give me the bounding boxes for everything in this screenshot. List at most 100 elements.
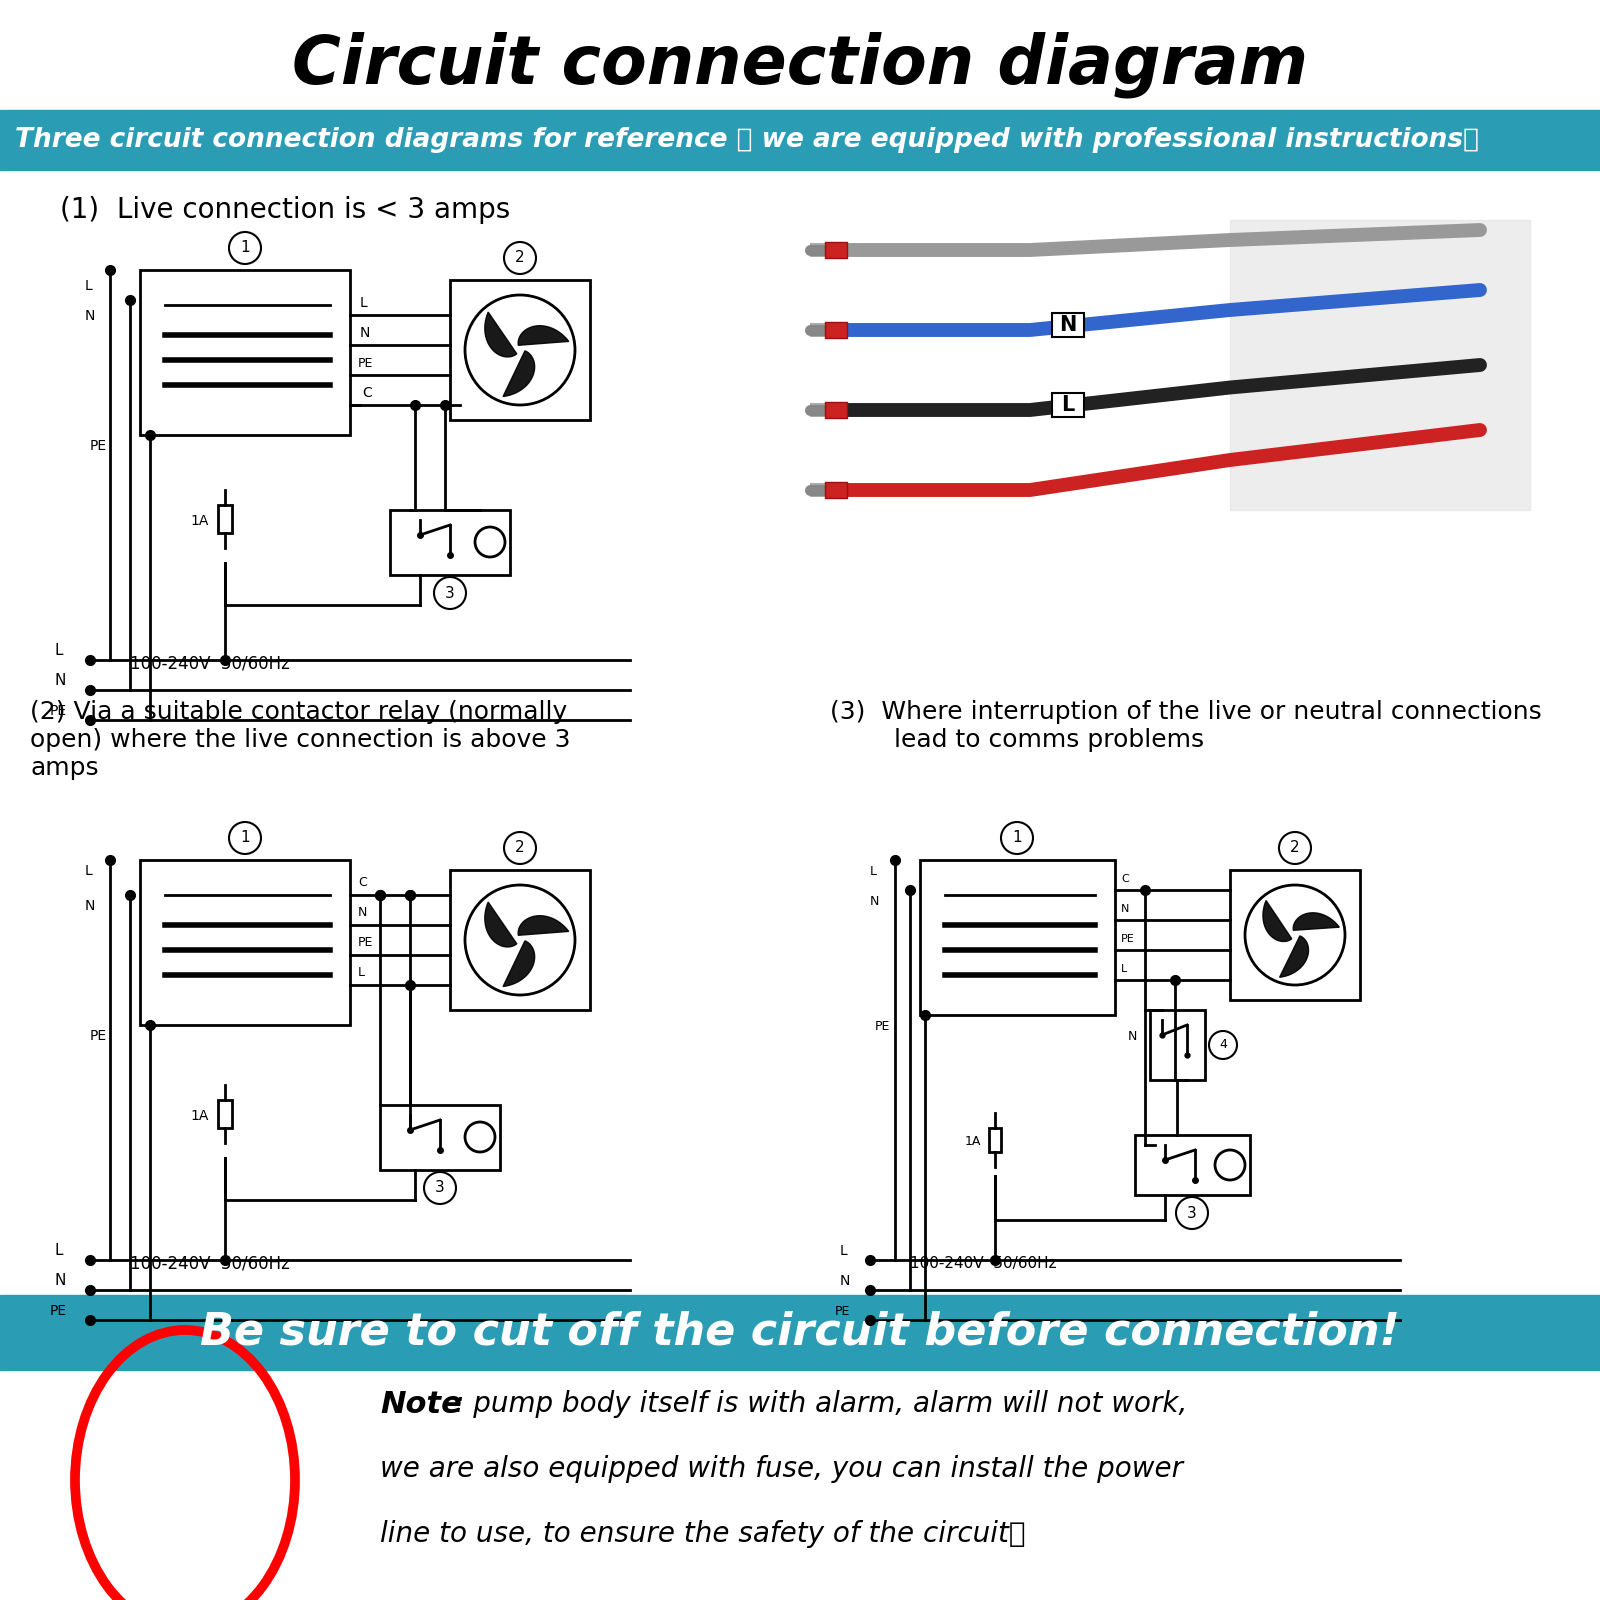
Text: L: L <box>360 296 368 310</box>
Text: L: L <box>358 966 365 979</box>
Text: 2: 2 <box>515 840 525 856</box>
Polygon shape <box>1230 219 1530 510</box>
Text: N: N <box>358 906 368 918</box>
Text: : pump body itself is with alarm, alarm will not work,: : pump body itself is with alarm, alarm … <box>454 1390 1187 1418</box>
Text: PE: PE <box>835 1306 850 1318</box>
Text: (2) Via a suitable contactor relay (normally
open) where the live connection is : (2) Via a suitable contactor relay (norm… <box>30 701 571 779</box>
Text: N: N <box>85 899 96 914</box>
Text: PE: PE <box>90 1029 107 1043</box>
Circle shape <box>1214 1150 1245 1181</box>
Text: L: L <box>85 278 93 293</box>
Text: N: N <box>840 1274 850 1288</box>
Text: PE: PE <box>358 357 373 370</box>
Circle shape <box>504 832 536 864</box>
Circle shape <box>466 1122 494 1152</box>
Bar <box>381 1106 499 1170</box>
Bar <box>450 870 590 1010</box>
Text: PE: PE <box>875 1021 890 1034</box>
Text: 1: 1 <box>1013 830 1022 845</box>
Polygon shape <box>502 941 534 987</box>
Bar <box>1134 1134 1250 1195</box>
Text: 3: 3 <box>445 586 454 600</box>
Text: PE: PE <box>50 1304 67 1318</box>
Bar <box>920 861 1115 1014</box>
Circle shape <box>1210 1030 1237 1059</box>
Text: 1: 1 <box>240 830 250 845</box>
Circle shape <box>424 1171 456 1203</box>
Text: Be sure to cut off the circuit before connection!: Be sure to cut off the circuit before co… <box>200 1310 1400 1354</box>
Text: L: L <box>54 643 64 658</box>
Bar <box>218 1101 232 1128</box>
Text: 1A: 1A <box>965 1134 981 1149</box>
Bar <box>826 402 846 418</box>
Bar <box>0 1294 1600 1370</box>
Text: N: N <box>54 674 66 688</box>
Text: 2: 2 <box>515 251 525 266</box>
Circle shape <box>229 232 261 264</box>
Text: L: L <box>1122 963 1128 974</box>
Text: C: C <box>1122 874 1128 883</box>
Bar <box>826 242 846 258</box>
Text: L: L <box>840 1245 848 1258</box>
Polygon shape <box>518 326 568 346</box>
Text: PE: PE <box>1122 934 1134 944</box>
Polygon shape <box>518 915 568 936</box>
Text: 2: 2 <box>1290 840 1299 856</box>
Text: (1)  Live connection is < 3 amps: (1) Live connection is < 3 amps <box>61 195 510 224</box>
Text: N: N <box>1059 315 1077 334</box>
Text: Note: Note <box>381 1390 462 1419</box>
Bar <box>141 861 350 1026</box>
Circle shape <box>504 242 536 274</box>
Text: N: N <box>85 309 96 323</box>
Circle shape <box>1278 832 1310 864</box>
Bar <box>450 280 590 419</box>
Circle shape <box>434 578 466 610</box>
Polygon shape <box>1280 936 1309 978</box>
Circle shape <box>466 294 574 405</box>
Bar <box>1150 1010 1205 1080</box>
Bar <box>141 270 350 435</box>
Text: C: C <box>358 877 366 890</box>
Text: N: N <box>1128 1030 1138 1043</box>
Text: L: L <box>85 864 93 878</box>
Text: PE: PE <box>90 438 107 453</box>
Text: line to use, to ensure the safety of the circuit。: line to use, to ensure the safety of the… <box>381 1520 1026 1549</box>
Text: N: N <box>360 326 370 341</box>
Circle shape <box>1002 822 1034 854</box>
Text: N: N <box>1122 904 1130 914</box>
Text: 3: 3 <box>1187 1205 1197 1221</box>
Polygon shape <box>1293 912 1339 930</box>
Text: 1A: 1A <box>190 1109 208 1123</box>
Text: N: N <box>870 894 880 909</box>
Text: L: L <box>54 1243 64 1258</box>
Text: 1A: 1A <box>190 514 208 528</box>
Bar <box>1230 870 1360 1000</box>
Bar <box>1053 394 1085 418</box>
Bar <box>826 482 846 498</box>
Circle shape <box>1176 1197 1208 1229</box>
Text: 100-240V  50/60Hz: 100-240V 50/60Hz <box>130 654 290 672</box>
Circle shape <box>475 526 506 557</box>
Bar <box>826 322 846 338</box>
Text: Three circuit connection diagrams for reference 【 we are equipped with professio: Three circuit connection diagrams for re… <box>14 126 1478 154</box>
Polygon shape <box>1262 901 1291 941</box>
Bar <box>1053 314 1085 338</box>
Circle shape <box>229 822 261 854</box>
Text: (3)  Where interruption of the live or neutral connections
        lead to comms: (3) Where interruption of the live or ne… <box>830 701 1542 752</box>
Text: 100-240V  50/60Hz: 100-240V 50/60Hz <box>910 1256 1056 1270</box>
Text: 100-240V  50/60Hz: 100-240V 50/60Hz <box>130 1254 290 1272</box>
Text: C: C <box>362 386 371 400</box>
Text: L: L <box>1061 395 1075 414</box>
Bar <box>0 110 1600 170</box>
Text: PE: PE <box>50 704 67 718</box>
Circle shape <box>466 885 574 995</box>
Polygon shape <box>485 902 517 947</box>
Text: L: L <box>870 866 877 878</box>
Text: Circuit connection diagram: Circuit connection diagram <box>291 32 1309 98</box>
Bar <box>218 506 232 533</box>
Text: 4: 4 <box>1219 1038 1227 1051</box>
Text: PE: PE <box>358 936 373 949</box>
Text: we are also equipped with fuse, you can install the power: we are also equipped with fuse, you can … <box>381 1454 1182 1483</box>
Polygon shape <box>502 350 534 397</box>
Circle shape <box>1245 885 1346 986</box>
